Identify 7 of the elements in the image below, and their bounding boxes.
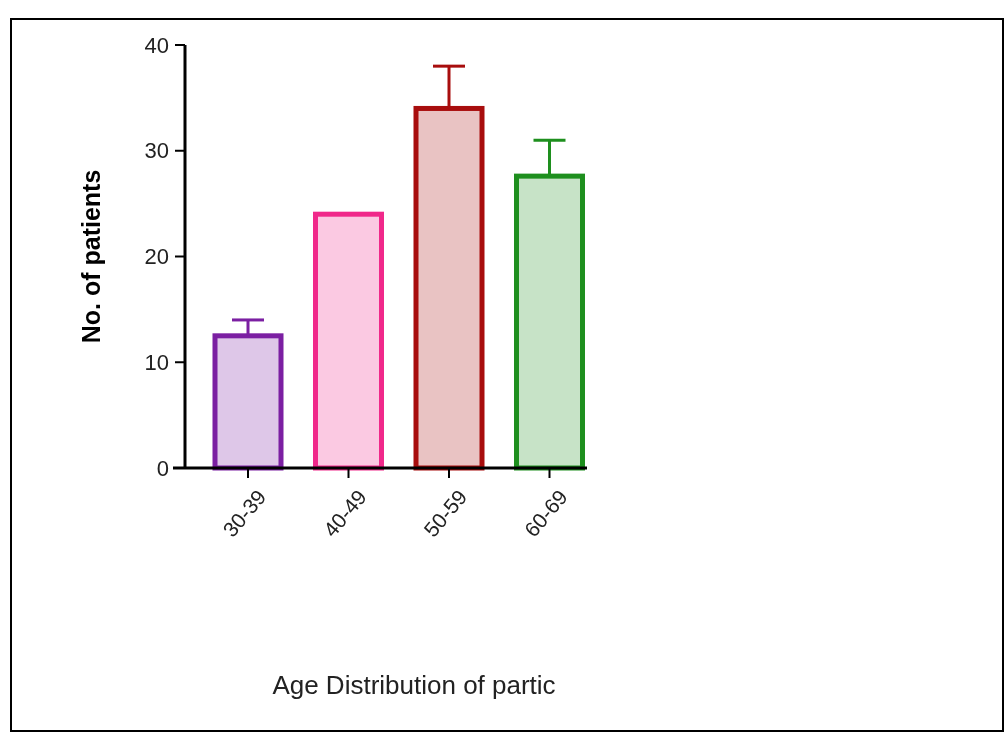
y-tick-label: 20 <box>144 244 169 270</box>
y-tick-label: 40 <box>144 32 169 58</box>
y-tick-label: 30 <box>144 138 169 164</box>
y-axis-title: No. of patients <box>77 169 105 344</box>
y-tick-label: 10 <box>144 349 169 375</box>
x-axis-title: Age Distribution of partic <box>272 670 556 700</box>
y-tick-label: 0 <box>156 455 169 481</box>
